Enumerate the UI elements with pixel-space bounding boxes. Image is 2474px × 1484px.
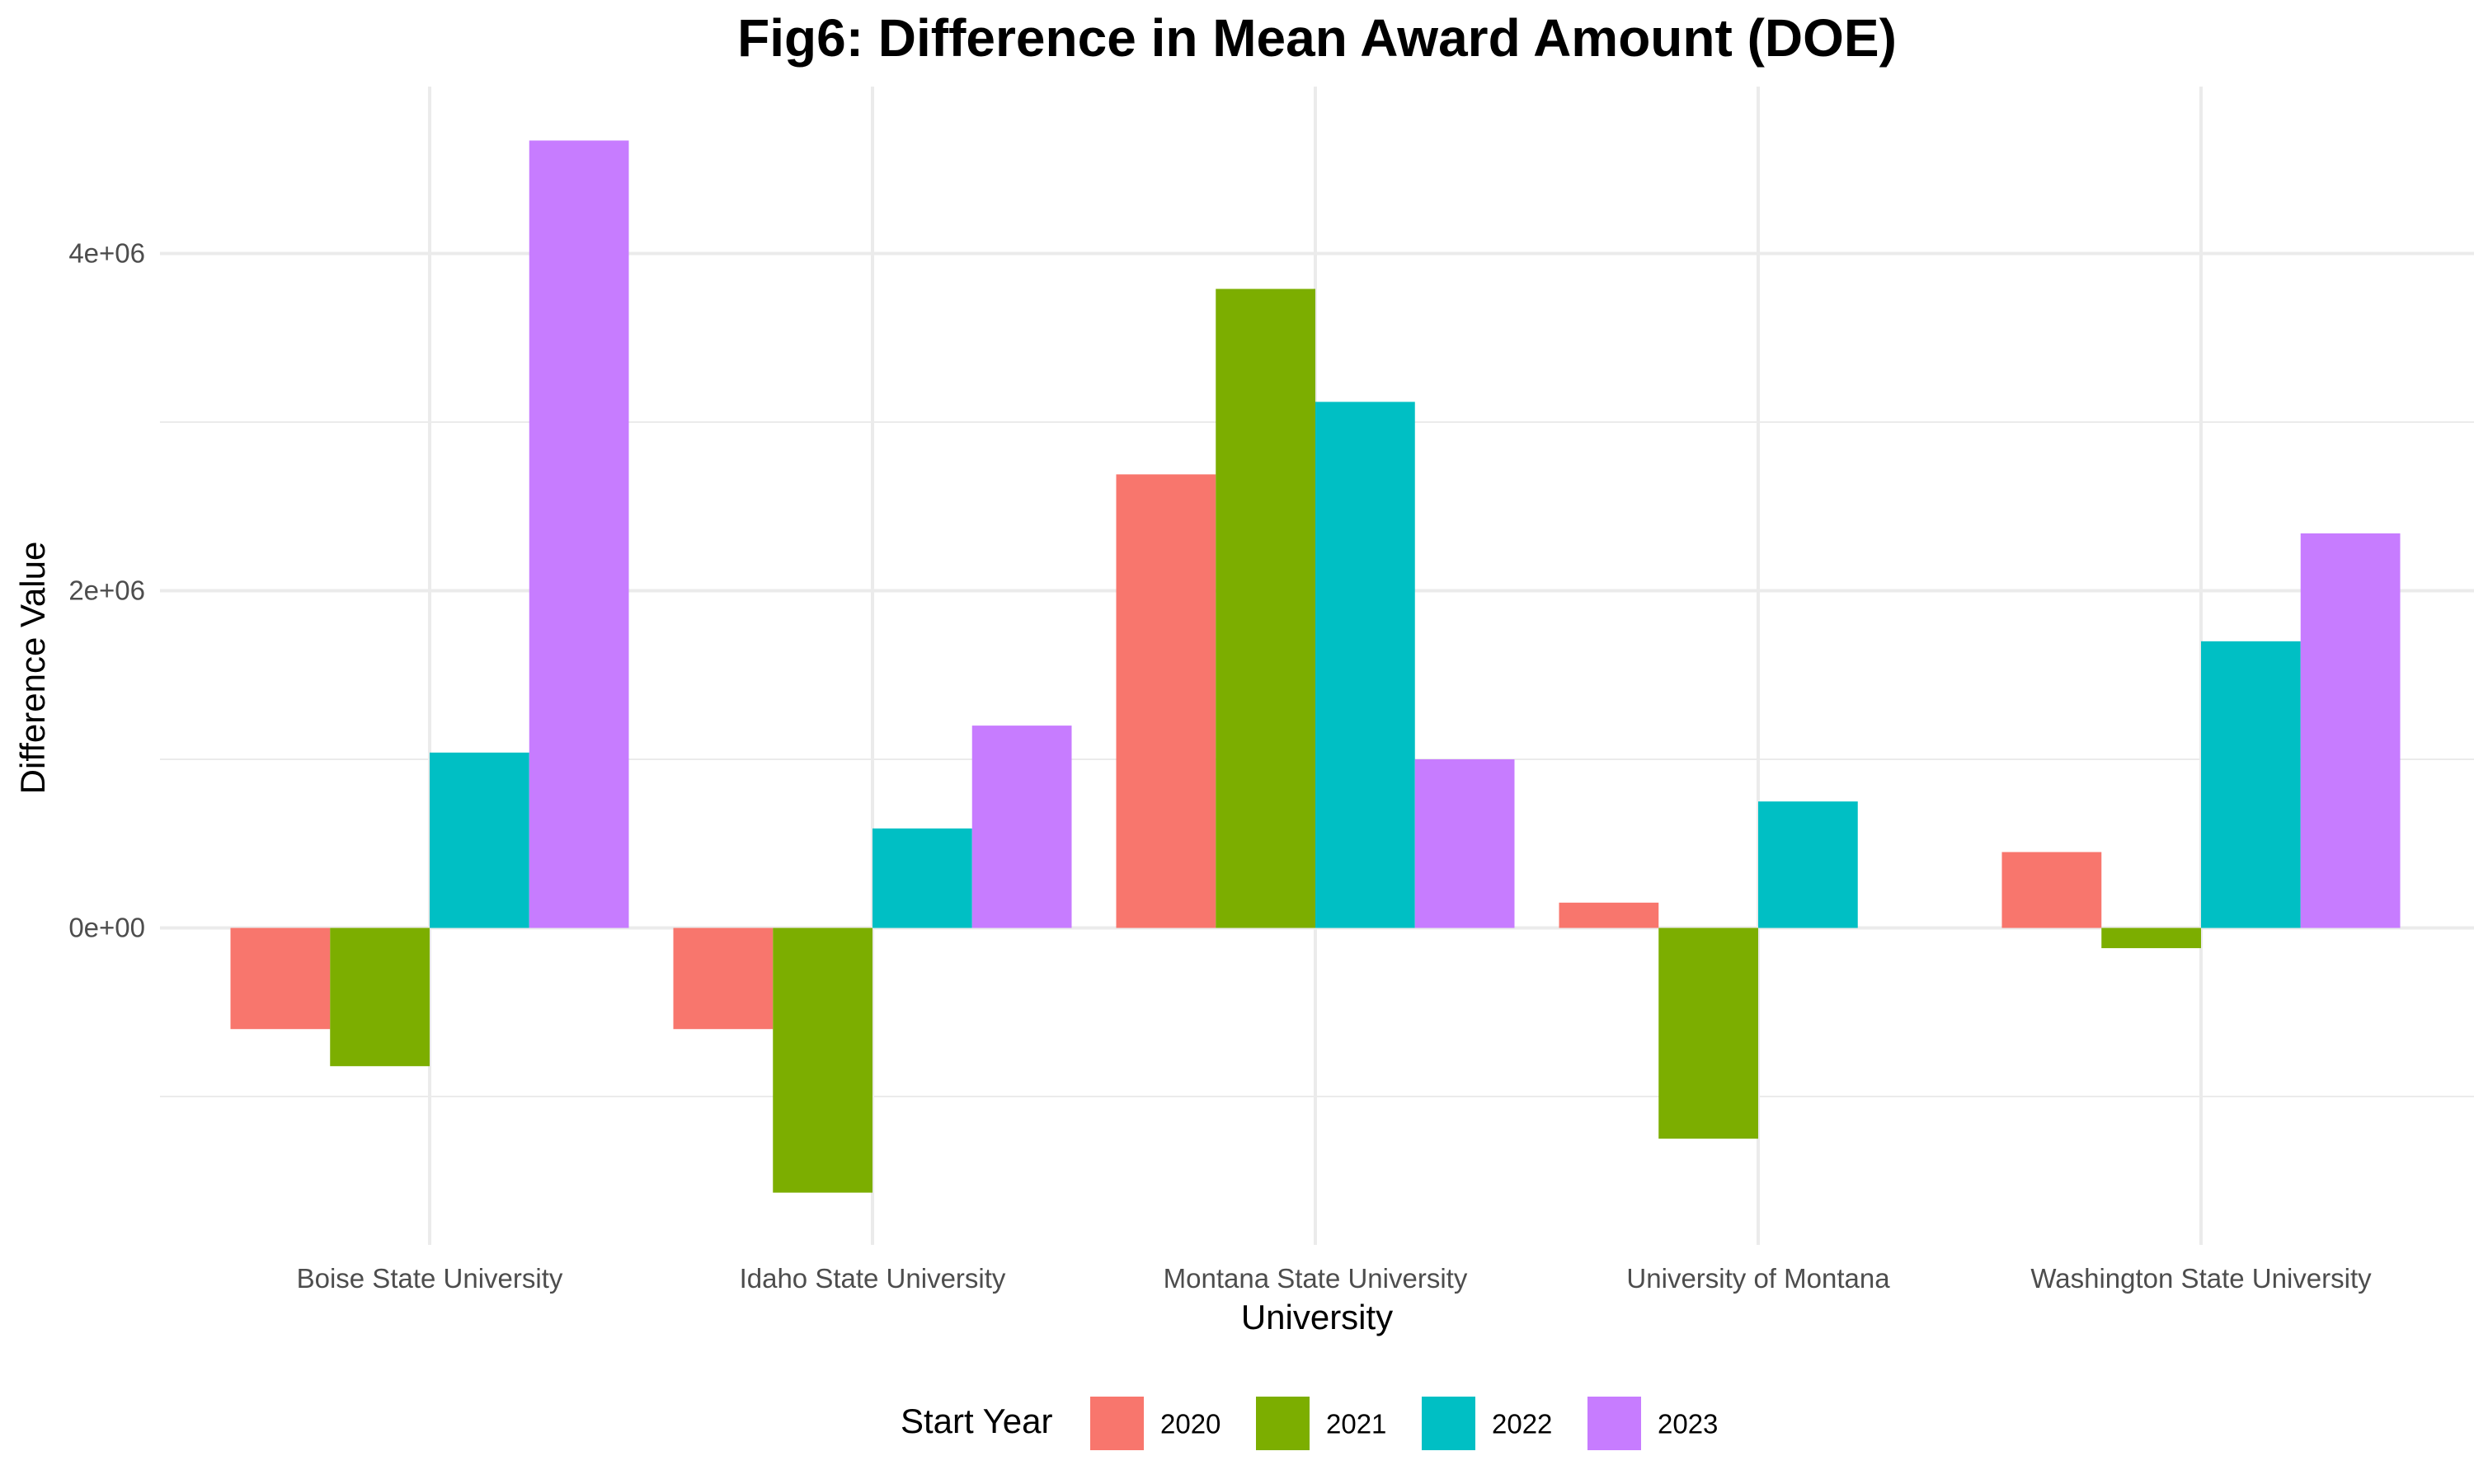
legend-label: 2020: [1160, 1409, 1221, 1439]
x-tick-label: Idaho State University: [740, 1263, 1006, 1294]
legend-label: 2023: [1658, 1409, 1718, 1439]
bar-2023: [529, 140, 629, 928]
legend-item: 2022: [1422, 1397, 1552, 1450]
y-axis-tick-labels: 0e+00 2e+06 4e+06: [68, 237, 145, 942]
bar-2020: [230, 928, 331, 1030]
legend: Start Year 2020 2021 2022 2023: [901, 1397, 1718, 1450]
bar-2022: [872, 828, 972, 928]
x-tick-label: University of Montana: [1626, 1263, 1890, 1294]
bar-2021: [2101, 928, 2201, 949]
x-tick-label: Boise State University: [297, 1263, 563, 1294]
plot-panel: [160, 87, 2474, 1245]
x-axis-title: University: [1241, 1298, 1393, 1336]
bar-2021: [330, 928, 430, 1067]
legend-key: [1587, 1397, 1641, 1450]
legend-label: 2022: [1492, 1409, 1552, 1439]
chart-title: Fig6: Difference in Mean Award Amount (D…: [737, 8, 1897, 68]
bar-2020: [673, 928, 774, 1030]
legend-item: 2020: [1090, 1397, 1221, 1450]
legend-items: 2020 2021 2022 2023: [1090, 1397, 1718, 1450]
legend-key: [1422, 1397, 1475, 1450]
bar-2022: [1315, 402, 1415, 928]
x-tick-label: Washington State University: [2030, 1263, 2372, 1294]
bar-2023: [971, 726, 1072, 928]
legend-item: 2021: [1256, 1397, 1386, 1450]
bar-2023: [2300, 533, 2401, 928]
x-tick-label: Montana State University: [1164, 1263, 1468, 1294]
bars: [230, 140, 2401, 1193]
bar-2021: [1216, 289, 1315, 928]
bar-2022: [1758, 801, 1858, 928]
bar-2022: [430, 752, 529, 928]
legend-title: Start Year: [901, 1402, 1052, 1440]
x-axis-tick-labels: Boise State University Idaho State Univer…: [297, 1263, 2373, 1294]
bar-2021: [773, 928, 872, 1193]
bar-2023: [1414, 759, 1515, 928]
bar-2022: [2201, 641, 2301, 928]
bar-2020: [2001, 852, 2102, 928]
legend-key: [1256, 1397, 1310, 1450]
y-tick-label: 0e+00: [68, 913, 145, 943]
legend-label: 2021: [1326, 1409, 1386, 1439]
bar-2021: [1658, 928, 1758, 1139]
bar-2020: [1559, 902, 1659, 928]
y-tick-label: 2e+06: [68, 575, 145, 605]
legend-key: [1090, 1397, 1144, 1450]
y-axis-title: Difference Value: [13, 542, 52, 795]
legend-item: 2023: [1587, 1397, 1718, 1450]
y-tick-label: 4e+06: [68, 237, 145, 268]
bar-2020: [1116, 474, 1216, 928]
